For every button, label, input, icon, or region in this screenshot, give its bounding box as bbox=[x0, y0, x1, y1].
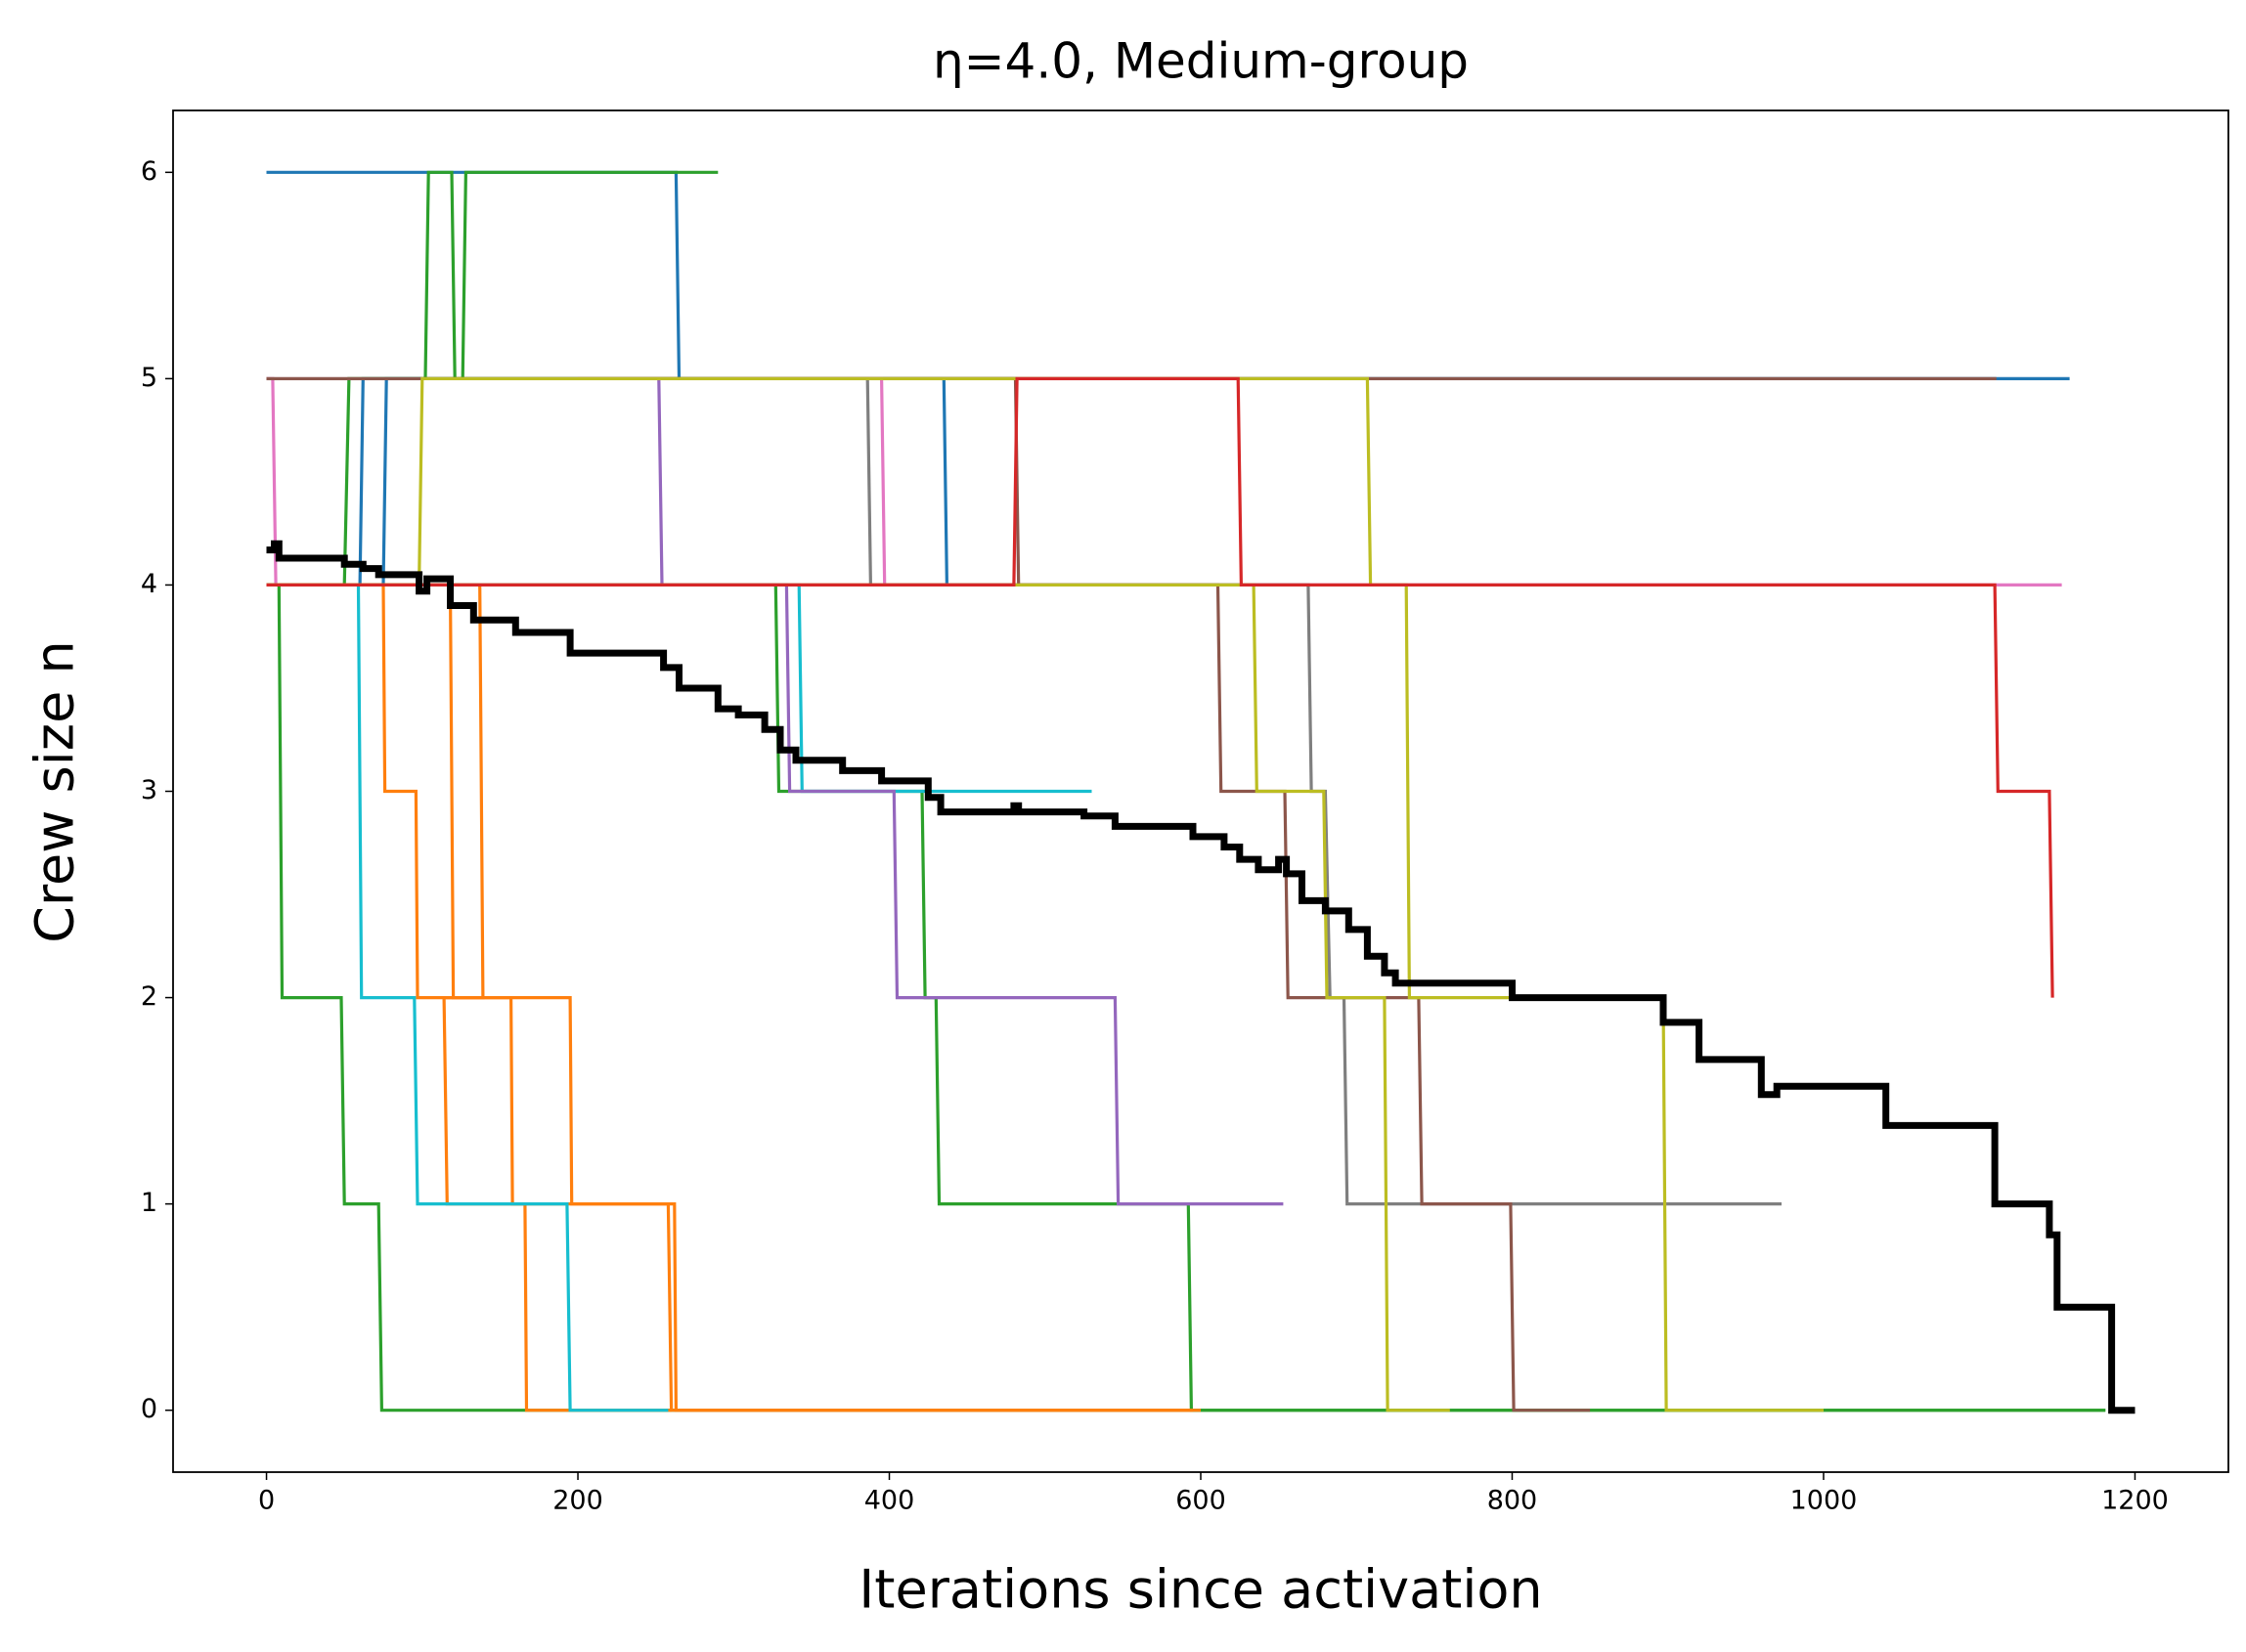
series-line bbox=[266, 583, 2106, 1413]
y-axis-label: Crew size n bbox=[24, 640, 86, 942]
x-tick-label: 200 bbox=[552, 1486, 603, 1516]
plot-frame bbox=[172, 109, 2229, 1473]
series-line bbox=[266, 170, 719, 587]
y-tick-label: 0 bbox=[141, 1394, 157, 1424]
x-tick-label: 1200 bbox=[2101, 1486, 2169, 1516]
x-axis-label: Iterations since activation bbox=[859, 1559, 1542, 1621]
series-line bbox=[733, 376, 1014, 587]
series-line bbox=[266, 376, 1824, 1413]
y-tick-label: 2 bbox=[141, 981, 157, 1012]
y-tick-label: 5 bbox=[141, 363, 157, 393]
series-line bbox=[266, 376, 1014, 587]
x-tick-label: 400 bbox=[864, 1486, 915, 1516]
series-line bbox=[578, 376, 1284, 1206]
series-line bbox=[266, 376, 1240, 587]
series-line bbox=[578, 376, 1591, 1413]
y-tick-label: 1 bbox=[141, 1188, 157, 1218]
y-tick-label: 4 bbox=[141, 569, 157, 599]
y-tick-label: 3 bbox=[141, 775, 157, 805]
series-line bbox=[266, 583, 672, 1413]
series-line bbox=[266, 376, 2062, 587]
x-tick-label: 800 bbox=[1487, 1486, 1538, 1516]
y-tick-label: 6 bbox=[141, 156, 157, 187]
series-line bbox=[266, 540, 2136, 1414]
series-line bbox=[266, 376, 2054, 998]
series-line bbox=[266, 583, 1450, 1413]
series-line bbox=[266, 170, 2070, 380]
x-tick-label: 0 bbox=[258, 1486, 275, 1516]
x-tick-label: 600 bbox=[1175, 1486, 1226, 1516]
x-tick-label: 1000 bbox=[1790, 1486, 1858, 1516]
series-line bbox=[266, 583, 669, 1413]
chart-title: η=4.0, Medium-group bbox=[933, 33, 1469, 90]
series-line bbox=[266, 583, 1193, 1413]
